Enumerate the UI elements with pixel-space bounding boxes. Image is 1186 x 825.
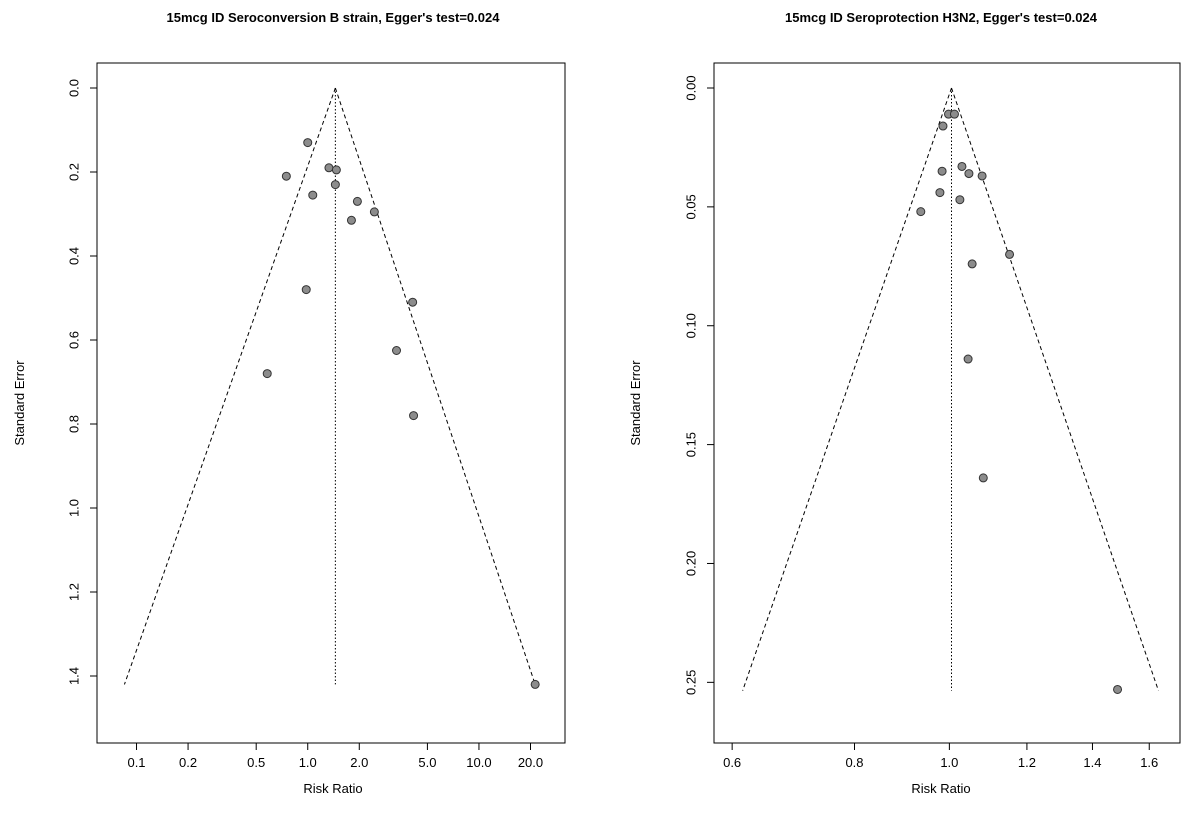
- study-point: [331, 165, 341, 175]
- study-point: [324, 163, 334, 173]
- study-point: [957, 161, 967, 171]
- x-axis-ticks: 0.6 0.8 1.0 1.2 1.4 1.6: [723, 742, 1158, 770]
- study-point: [1005, 249, 1015, 259]
- x-tick-label: 1.2: [1018, 755, 1036, 770]
- study-point: [408, 297, 418, 307]
- study-point: [935, 188, 945, 198]
- study-point: [978, 473, 988, 483]
- funnel-left-line: [742, 87, 952, 691]
- x-tick-label: 20.0: [518, 755, 543, 770]
- chart-title: 15mcg ID Seroprotection H3N2, Egger's te…: [785, 10, 1098, 25]
- study-point: [303, 138, 313, 148]
- study-point: [963, 354, 973, 364]
- study-point: [955, 195, 965, 205]
- x-tick-label: 10.0: [466, 755, 491, 770]
- study-point: [346, 215, 356, 225]
- x-tick-label: 0.2: [179, 755, 197, 770]
- study-point: [369, 207, 379, 217]
- study-point: [392, 346, 402, 355]
- x-tick-label: 0.5: [247, 755, 265, 770]
- study-point: [964, 169, 974, 179]
- study-point: [330, 180, 340, 190]
- x-axis-label: Risk Ratio: [303, 781, 362, 796]
- x-tick-label: 0.1: [127, 755, 145, 770]
- y-tick-label: 0.2: [66, 163, 81, 181]
- y-tick-label: 1.0: [66, 499, 81, 517]
- chart-title: 15mcg ID Seroconversion B strain, Egger'…: [167, 10, 501, 25]
- y-tick-label: 0.00: [683, 75, 698, 100]
- x-tick-label: 5.0: [418, 755, 436, 770]
- plot-frame: [713, 62, 1181, 744]
- study-points: [916, 109, 1123, 694]
- study-point: [409, 411, 419, 421]
- x-tick-label: 2.0: [350, 755, 368, 770]
- x-tick-label: 1.4: [1083, 755, 1101, 770]
- study-point: [949, 109, 959, 119]
- study-point: [1113, 684, 1123, 694]
- y-tick-label: 0.15: [683, 432, 698, 457]
- study-point: [938, 121, 948, 131]
- study-point: [530, 679, 540, 689]
- y-axis-label: Standard Error: [628, 360, 643, 446]
- funnel-plot-panel-1: 15mcg ID Seroconversion B strain, Egger'…: [12, 10, 566, 796]
- y-axis-ticks: 0.0 0.2 0.4 0.6 0.8 1.0 1.2 1.4: [66, 79, 98, 685]
- y-tick-label: 1.4: [66, 667, 81, 685]
- y-tick-label: 0.20: [683, 551, 698, 576]
- y-tick-label: 0.8: [66, 415, 81, 433]
- y-tick-label: 0.10: [683, 313, 698, 338]
- y-tick-label: 0.6: [66, 331, 81, 349]
- y-tick-label: 1.2: [66, 583, 81, 601]
- study-point: [352, 196, 362, 206]
- x-axis-label: Risk Ratio: [911, 781, 970, 796]
- y-axis-ticks: 0.00 0.05 0.10 0.15 0.20 0.25: [683, 75, 715, 695]
- study-point: [308, 190, 318, 200]
- x-axis-ticks: 0.1 0.2 0.5 1.0 2.0 5.0 10.0 20.0: [127, 742, 543, 770]
- funnel-lines: [742, 87, 1159, 691]
- study-point: [262, 369, 272, 379]
- funnel-lines: [123, 87, 536, 685]
- y-axis-label: Standard Error: [12, 360, 27, 446]
- x-tick-label: 1.0: [299, 755, 317, 770]
- study-point: [977, 171, 987, 181]
- y-tick-label: 0.05: [683, 194, 698, 219]
- x-tick-label: 1.0: [940, 755, 958, 770]
- study-point: [937, 166, 947, 176]
- study-point: [916, 207, 926, 217]
- x-tick-label: 0.6: [723, 755, 741, 770]
- y-tick-label: 0.4: [66, 247, 81, 265]
- study-point: [301, 285, 311, 295]
- funnel-right-line: [951, 87, 1159, 691]
- study-point: [967, 259, 977, 269]
- funnel-right-line: [334, 87, 536, 685]
- funnel-plot-panel-2: 15mcg ID Seroprotection H3N2, Egger's te…: [628, 10, 1181, 796]
- x-tick-label: 1.6: [1140, 755, 1158, 770]
- y-tick-label: 0.0: [66, 79, 81, 97]
- x-tick-label: 0.8: [845, 755, 863, 770]
- study-point: [281, 171, 291, 181]
- study-points: [262, 138, 540, 689]
- funnel-left-line: [123, 87, 336, 685]
- y-tick-label: 0.25: [683, 670, 698, 695]
